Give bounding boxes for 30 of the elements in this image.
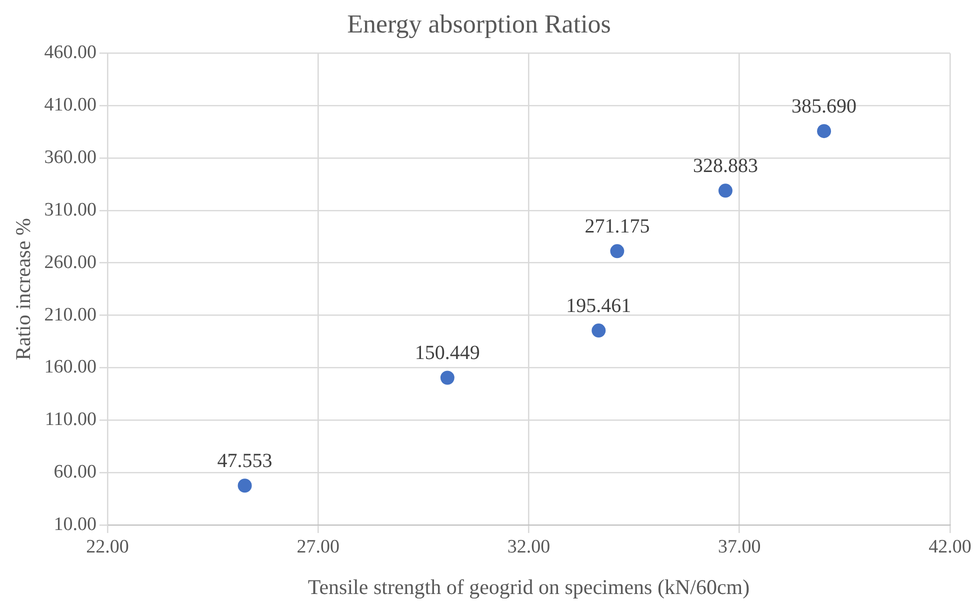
data-label: 195.461 <box>566 294 632 317</box>
y-tick-label: 260.00 <box>44 252 96 273</box>
y-tick-label: 60.00 <box>54 462 96 483</box>
x-tick-label: 27.00 <box>296 536 340 558</box>
point <box>592 324 606 338</box>
y-tick-label: 460.00 <box>44 42 96 64</box>
x-tick-label: 37.00 <box>718 536 761 558</box>
data-label: 150.449 <box>414 342 480 364</box>
x-tick-label: 42.00 <box>928 536 972 558</box>
point <box>718 184 732 198</box>
y-tick-label: 160.00 <box>44 356 96 378</box>
point <box>610 244 624 258</box>
y-tick-label: 110.00 <box>44 409 96 430</box>
y-tick-label: 360.00 <box>44 147 96 168</box>
data-label: 385.690 <box>792 95 857 118</box>
point <box>440 370 454 385</box>
point <box>238 478 252 493</box>
y-tick-label: 410.00 <box>44 94 96 116</box>
y-tick-label: 310.00 <box>44 199 96 220</box>
x-tick-label: 22.00 <box>86 536 129 558</box>
x-tick-label: 32.00 <box>507 536 550 558</box>
data-label: 47.553 <box>217 450 272 472</box>
y-axis-title: Ratio increase % <box>11 218 36 360</box>
x-axis-title: Tensile strength of geogrid on specimens (kN/60cm) <box>308 574 750 599</box>
point <box>817 124 832 138</box>
chart-title: Energy absorption Ratios <box>347 9 611 38</box>
y-tick-label: 210.00 <box>44 304 96 326</box>
y-tick-label: 10.00 <box>54 514 96 535</box>
data-label: 328.883 <box>692 154 758 177</box>
data-label: 271.175 <box>584 215 650 238</box>
